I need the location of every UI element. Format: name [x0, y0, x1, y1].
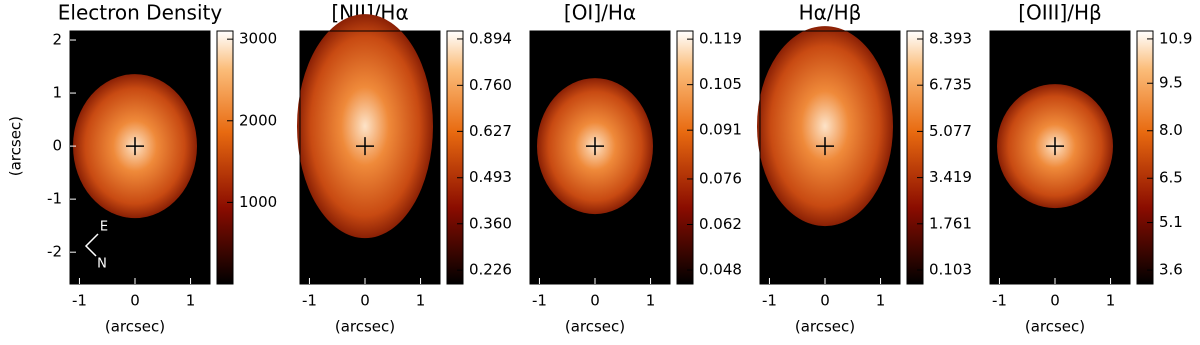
colorbar-tick-label: 3.419 [929, 168, 972, 186]
panel-title: Electron Density [58, 1, 223, 25]
panel-title: [OI]/Hα [564, 1, 636, 25]
compass-label: N [97, 257, 107, 272]
panel-title: Hα/Hβ [799, 1, 862, 25]
x-tick-label: 0 [130, 292, 140, 310]
panel-title: [OIII]/Hβ [1018, 1, 1102, 25]
x-tick-label: -1 [532, 292, 547, 310]
x-tick-label: 1 [1106, 292, 1116, 310]
x-tick-label: -1 [302, 292, 317, 310]
x-axis-label: (arcsec) [105, 318, 165, 336]
colorbar-tick-label: 0.760 [469, 76, 512, 94]
y-tick-label: 1 [52, 84, 62, 102]
colorbar-tick-label: 8.393 [929, 29, 972, 47]
colorbar-tick-label: 0.076 [699, 169, 742, 187]
colorbar-tick-label: 10.9 [1159, 29, 1192, 47]
center-cross [816, 137, 834, 156]
colorbar-tick-label: 0.048 [699, 261, 742, 279]
y-tick-label: 0 [52, 137, 62, 155]
map-emission [297, 14, 433, 239]
colorbar-tick-label: 0.062 [699, 215, 742, 233]
colorbar-tick-label: 0.103 [929, 261, 972, 279]
map-emission [757, 26, 893, 227]
colorbar-tick-label: 5.077 [929, 122, 972, 140]
colorbar-tick-label: 1.761 [929, 214, 972, 232]
colorbar-tick-label: 0.894 [469, 29, 512, 47]
colorbar-tick-label: 6.735 [929, 76, 972, 94]
map-frame [759, 30, 901, 285]
x-tick-label: -1 [72, 292, 87, 310]
colorbar-tick-label: 0.360 [469, 214, 512, 232]
x-tick-label: 1 [416, 292, 426, 310]
colorbar [906, 30, 924, 285]
colorbar-tick-label: 3000 [239, 30, 277, 48]
colorbar [446, 30, 464, 285]
x-tick-label: 0 [360, 292, 370, 310]
compass [84, 233, 99, 257]
y-tick-label: -2 [47, 243, 62, 261]
x-tick-label: -1 [762, 292, 777, 310]
center-cross [356, 137, 374, 156]
colorbar [676, 30, 694, 285]
colorbar [1136, 30, 1154, 285]
colorbar-tick-label: 3.6 [1159, 261, 1183, 279]
x-tick-label: -1 [992, 292, 1007, 310]
colorbar-tick-label: 1000 [239, 193, 277, 211]
colorbar-tick-label: 0.627 [469, 122, 512, 140]
y-axis-label: (arcsec) [7, 116, 25, 176]
x-axis-label: (arcsec) [565, 318, 625, 336]
colorbar-tick-label: 0.091 [699, 121, 742, 139]
y-tick-label: -1 [47, 190, 62, 208]
x-tick-label: 1 [876, 292, 886, 310]
colorbar-tick-label: 0.226 [469, 261, 512, 279]
map-frame [69, 30, 211, 285]
map-frame [529, 30, 671, 285]
map-frame [989, 30, 1131, 285]
x-axis-label: (arcsec) [795, 318, 855, 336]
compass-label: E [100, 220, 108, 235]
colorbar-tick-label: 9.5 [1159, 74, 1183, 92]
x-tick-label: 1 [646, 292, 656, 310]
center-cross [126, 137, 144, 156]
y-tick-label: 2 [52, 31, 62, 49]
colorbar [216, 30, 234, 285]
colorbar-tick-label: 5.1 [1159, 213, 1183, 231]
x-axis-label: (arcsec) [335, 318, 395, 336]
colorbar-tick-label: 8.0 [1159, 121, 1183, 139]
x-axis-label: (arcsec) [1025, 318, 1085, 336]
colorbar-tick-label: 2000 [239, 111, 277, 129]
colorbar-tick-label: 0.493 [469, 168, 512, 186]
colorbar-tick-label: 6.5 [1159, 169, 1183, 187]
center-cross [1046, 137, 1064, 156]
colorbar-tick-label: 0.119 [699, 30, 742, 48]
x-tick-label: 0 [820, 292, 830, 310]
map-frame [299, 30, 441, 285]
colorbar-tick-label: 0.105 [699, 75, 742, 93]
x-tick-label: 0 [590, 292, 600, 310]
center-cross [586, 137, 604, 156]
x-tick-label: 1 [186, 292, 196, 310]
x-tick-label: 0 [1050, 292, 1060, 310]
